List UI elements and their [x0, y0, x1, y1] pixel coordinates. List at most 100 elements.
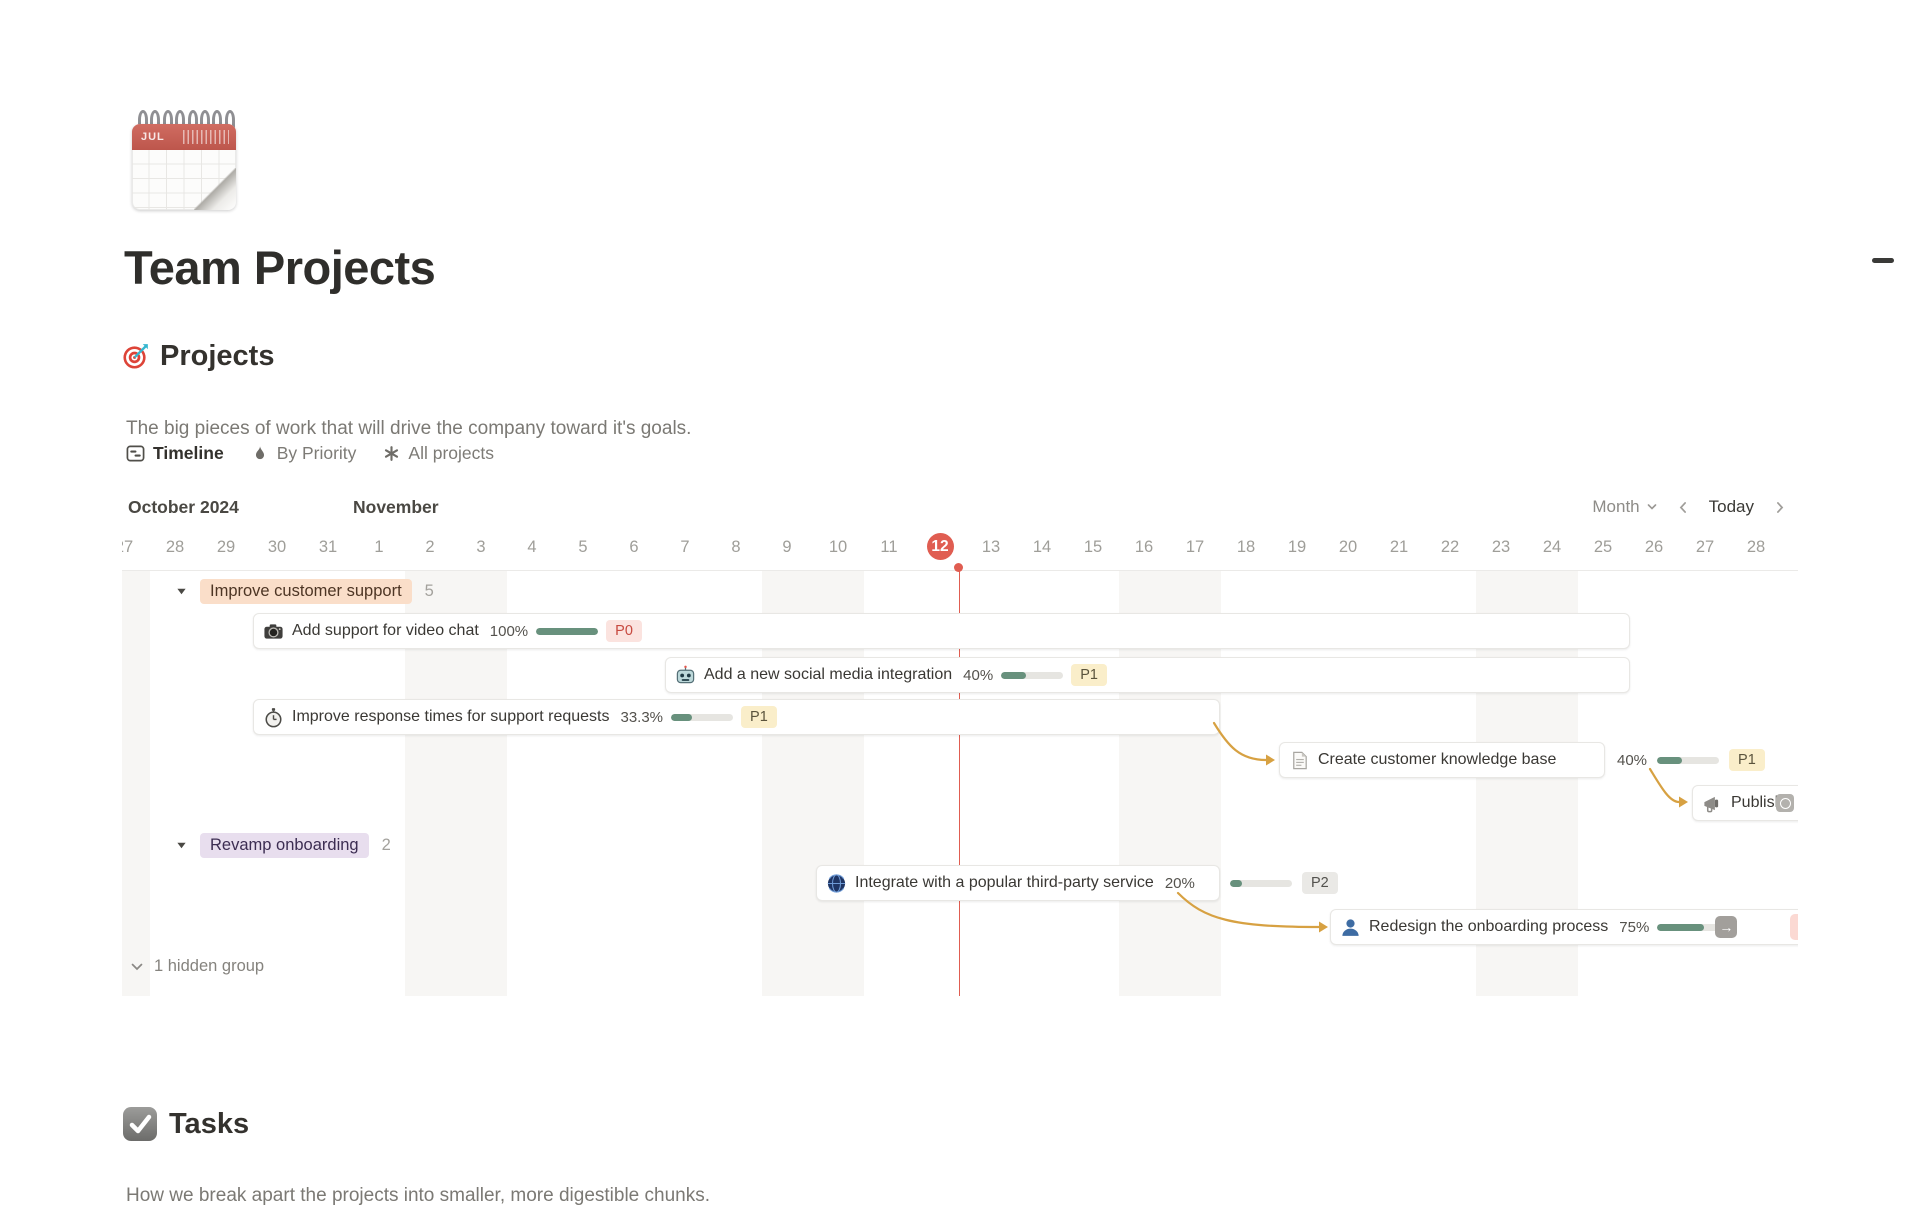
date-cell: 31 [318, 538, 338, 556]
flame-icon [251, 445, 269, 463]
date-cell: 30 [267, 538, 287, 556]
projects-section-header: Projects [122, 340, 274, 373]
weekend-band [122, 571, 150, 996]
progress-percent: 100% [489, 622, 529, 640]
date-cell: 4 [527, 538, 537, 556]
timeline-card-publish[interactable]: Publish [1692, 785, 1798, 821]
date-cell: 23 [1491, 538, 1511, 556]
date-cell: 11 [880, 538, 898, 556]
group-header-improve-customer-support: Improve customer support 5 [176, 579, 434, 604]
today-date-badge: 12 [926, 532, 954, 560]
card-title: Add a new social media integration [704, 666, 953, 683]
date-cell: 19 [1287, 538, 1307, 556]
cursor-overlay-icon [1776, 794, 1795, 812]
tab-by-priority[interactable]: By Priority [251, 443, 356, 464]
asterisk-icon [383, 445, 400, 462]
page-icon-spiral-calendar[interactable]: JUL [132, 110, 236, 210]
progress-bar [1001, 671, 1064, 679]
date-cell: 28 [165, 538, 185, 556]
date-cell: 18 [1236, 538, 1256, 556]
calendar-body: JUL [132, 124, 236, 210]
timeline-month-left: October 2024 [128, 497, 239, 517]
arrow-right-icon[interactable]: → [1715, 916, 1738, 938]
progress-percent: 33.3% [620, 708, 664, 726]
timeline-card-add-social-media-integration[interactable]: Add a new social media integration 40% P… [665, 657, 1630, 693]
timeline-scale-dropdown[interactable]: Month [1592, 497, 1657, 517]
priority-badge: P1 [1071, 664, 1107, 686]
card-extras-create-knowledge-base: 40% P1 [1614, 742, 1765, 778]
date-cell: 3 [476, 538, 486, 556]
progress-percent: 75% [1619, 918, 1650, 936]
card-title: Redesign the onboarding process [1369, 918, 1609, 935]
calendar-page-curl [194, 168, 236, 210]
tab-label: Timeline [153, 443, 224, 463]
card-title: Publish [1731, 794, 1784, 811]
calendar-month-label: JUL [141, 131, 165, 143]
view-tabs: Timeline By Priority All projects [126, 443, 494, 464]
priority-badge: P1 [1729, 749, 1765, 771]
date-cell: 16 [1134, 538, 1154, 556]
date-cell: 13 [981, 538, 1001, 556]
tasks-heading: Tasks [169, 1107, 250, 1140]
priority-badge: P0 [606, 620, 642, 642]
tasks-section-header: Tasks [122, 1106, 249, 1142]
date-cell: 27 [1695, 538, 1715, 556]
robot-icon [675, 665, 696, 686]
chevron-down-icon [1646, 501, 1658, 513]
tab-timeline[interactable]: Timeline [126, 443, 224, 464]
date-cell: 22 [1440, 538, 1460, 556]
dependency-arrow [1212, 721, 1268, 762]
next-arrow-icon[interactable] [1773, 501, 1786, 514]
timeline-card-create-knowledge-base[interactable]: Create customer knowledge base [1279, 742, 1605, 778]
side-panel-toggle[interactable] [1872, 258, 1894, 263]
date-cell: 27 [122, 538, 134, 556]
dependency-arrowhead [1266, 754, 1275, 766]
priority-badge-clipped [1790, 914, 1798, 940]
timeline-card-integrate-third-party-service[interactable]: Integrate with a popular third-party ser… [816, 865, 1220, 901]
chevron-down-icon [130, 960, 144, 974]
projects-description: The big pieces of work that will drive t… [126, 418, 692, 439]
hidden-group-toggle[interactable]: 1 hidden group [130, 957, 264, 976]
progress-percent: 40% [963, 666, 994, 684]
megaphone-icon [1702, 793, 1723, 814]
progress-bar [1657, 756, 1720, 764]
dart-target-icon [122, 343, 149, 370]
date-cell: 10 [828, 538, 848, 556]
timeline-card-add-support-for-video-chat[interactable]: Add support for video chat 100% P0 [253, 613, 1630, 649]
today-marker-dot [954, 563, 963, 572]
prev-arrow-icon[interactable] [1677, 501, 1690, 514]
date-cell: 7 [680, 538, 690, 556]
dependency-arrowhead [1319, 921, 1328, 933]
card-title: Integrate with a popular third-party ser… [855, 874, 1154, 891]
progress-percent: 40% [1617, 751, 1648, 769]
collapse-caret-icon[interactable] [176, 840, 187, 851]
dependency-arrowhead [1679, 796, 1688, 808]
page-title: Team Projects [124, 241, 436, 294]
progress-bar [1657, 923, 1720, 931]
tab-all-projects[interactable]: All projects [383, 443, 494, 464]
date-cell: 2 [425, 538, 435, 556]
calendar-header: JUL [132, 124, 236, 150]
date-header-row: 27 28 29 30 31 1 2 3 4 5 6 7 8 9 10 11 1… [122, 530, 1798, 564]
today-line [958, 571, 960, 996]
date-cell: 26 [1644, 538, 1664, 556]
priority-badge: P1 [741, 706, 777, 728]
tasks-description: How we break apart the projects into sma… [126, 1185, 710, 1206]
group-badge[interactable]: Improve customer support [200, 579, 412, 604]
timeline-month-right: November [353, 497, 439, 517]
today-button[interactable]: Today [1708, 497, 1754, 516]
date-cell: 20 [1338, 538, 1358, 556]
check-mark-icon [122, 1106, 158, 1142]
timeline-card-redesign-onboarding-process[interactable]: Redesign the onboarding process 75% → [1330, 909, 1798, 945]
date-cell: 15 [1083, 538, 1103, 556]
group-badge[interactable]: Revamp onboarding [200, 833, 369, 858]
hidden-group-label: 1 hidden group [154, 957, 265, 975]
date-cell: 25 [1593, 538, 1613, 556]
group-count: 5 [424, 582, 434, 600]
collapse-caret-icon[interactable] [176, 586, 187, 597]
date-cell: 17 [1185, 538, 1205, 556]
date-cell: 6 [629, 538, 639, 556]
timer-icon [263, 707, 284, 728]
progress-percent: 20% [1164, 874, 1195, 892]
timeline-card-improve-response-times[interactable]: Improve response times for support reque… [253, 699, 1220, 735]
